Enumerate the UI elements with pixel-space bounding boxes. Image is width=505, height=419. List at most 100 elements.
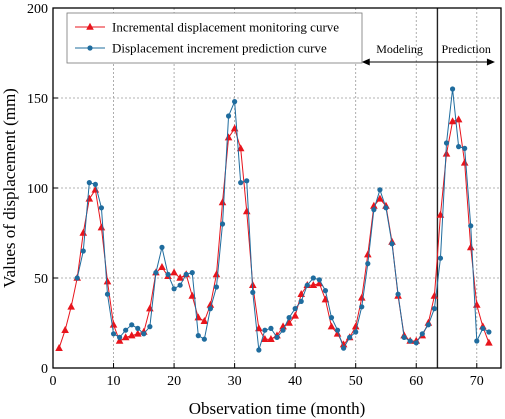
series-2-point [401,334,407,340]
series-2-point [377,187,383,193]
y-tick-label: 50 [34,272,48,287]
series-1-point [236,144,245,152]
series-1-point [67,302,75,310]
series-1-point [430,291,439,299]
series-2-point [419,331,425,337]
series-2-point [262,327,268,333]
series-1-point [285,318,293,326]
series-2-point [280,327,286,333]
series-2-point [359,304,365,310]
series-1-point [224,133,233,141]
series-2-point [286,315,292,321]
series-2-point [98,205,105,211]
x-tick-label: 10 [107,374,121,389]
series-2-point [486,329,492,335]
series-2-point [189,270,195,276]
series-2-point [250,289,256,295]
series-2-point [462,145,468,151]
series-1-point [200,317,209,324]
series-2-point [443,140,450,146]
series-1-point [485,338,493,346]
series-1-point [103,277,112,285]
series-2-point [413,340,419,346]
series-1-point [55,344,63,351]
series-1-point [109,320,118,328]
series-2-point [232,99,238,105]
series-2-line [76,88,490,351]
series-2-point [171,286,177,292]
series-2-point [365,261,371,267]
series-2-point [389,241,395,247]
series-2-point [292,306,298,312]
series-1-point [61,326,69,333]
series-2-point [371,207,377,213]
series-1-point [291,311,299,319]
series-2-point [449,86,456,92]
arrow-right-head [486,58,495,66]
series-1-point [357,293,366,301]
series-1-point [309,281,318,288]
legend-swatch-marker [87,45,93,51]
y-tick-label: 0 [41,362,48,377]
series-2-point [129,322,135,328]
y-axis-title: Values of displacement (mm) [0,88,19,288]
series-1-point [212,270,221,278]
series-2-point [340,345,347,351]
series-1-point [472,300,481,308]
series-1-point [242,207,251,215]
series-1 [55,115,493,351]
x-tick-label: 0 [50,374,57,389]
series-2-point [213,284,220,290]
series-1-point [97,223,106,231]
series-2-point [468,223,474,229]
legend-label: Incremental displacement monitoring curv… [112,20,339,35]
series-1-point [261,335,269,342]
series-1-point [448,117,457,125]
series-2-point [431,306,438,312]
series-1-point [327,322,336,330]
series-1-point [267,335,275,342]
series-2-point [437,255,444,261]
series-1-point [115,336,124,344]
x-tick-label: 40 [288,374,302,389]
series-2-point [165,271,171,277]
series-1-point [279,322,287,330]
series-2-point [322,288,329,294]
series-1-point [127,331,136,339]
x-tick-label: 50 [349,374,363,389]
series-2-point [456,144,462,150]
modeling-label: Modeling [376,42,423,56]
series-2-point [395,291,401,297]
series-2-point [201,336,207,342]
legend-label: Displacement increment prediction curve [112,41,327,56]
x-tick-label: 30 [228,374,242,389]
annotation-layer: Modeling Prediction [361,8,495,368]
series-2-point [104,291,111,297]
series-1-point [79,228,88,236]
series-2-point [225,113,232,119]
series-2-point [110,331,117,337]
series-1-point [230,124,239,132]
series-1-line [58,118,490,349]
series-2-point [425,322,431,328]
x-tick-label: 70 [470,374,484,389]
series-2-point [407,338,413,344]
series-1-point [218,198,227,206]
series-2-point [123,327,129,333]
series-2-point [316,277,322,283]
series-2-point [298,298,304,304]
series-2-point [195,333,201,339]
prediction-label: Prediction [442,42,491,56]
y-tick-label: 100 [27,182,48,197]
series-1-point [176,273,184,281]
series-2-point [207,306,214,312]
series-2-point [383,205,389,211]
series-2-point [244,178,250,184]
legend-swatch-marker [86,22,94,30]
series-2-point [334,327,341,333]
series-2-point [92,181,98,187]
series-2-point [177,282,183,288]
series-1-point [351,322,360,330]
legend: Incremental displacement monitoring curv… [66,12,363,64]
